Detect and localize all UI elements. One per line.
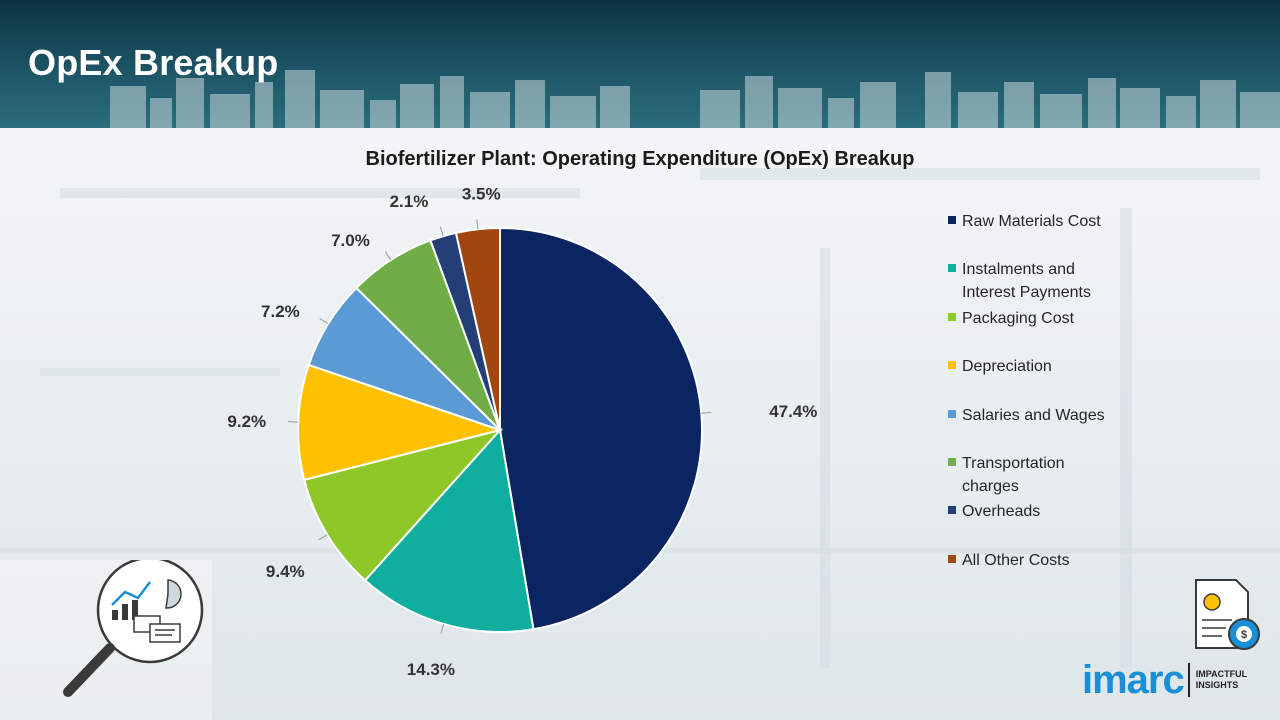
- data-label: 47.4%: [769, 402, 817, 421]
- leader-line: [701, 411, 712, 414]
- legend-swatch: [948, 264, 956, 272]
- legend-item-raw-materials: Raw Materials Cost: [948, 210, 1142, 233]
- pie-slice-depreciation: [297, 363, 504, 482]
- legend-swatch: [948, 458, 956, 466]
- legend-swatch: [948, 216, 956, 224]
- data-label: 9.2%: [227, 412, 266, 431]
- legend-swatch: [948, 410, 956, 418]
- leader-line: [439, 226, 444, 237]
- legend-item-salaries: Salaries and Wages: [948, 404, 1142, 427]
- data-label: 3.5%: [462, 184, 501, 203]
- legend-item-other-costs: All Other Costs: [948, 549, 1142, 572]
- leader-line: [319, 318, 329, 325]
- logo-divider: [1187, 663, 1190, 697]
- logo-wordmark: imarc: [1082, 658, 1185, 702]
- legend-label: Packaging Cost: [962, 310, 1075, 327]
- legend-item-instalments: Instalments and Interest Payments: [948, 258, 1142, 304]
- legend-label: Instalments and Interest Payments: [962, 261, 1091, 301]
- leader-line: [318, 534, 328, 541]
- pie-slice-instalments-and-interest-payments: [363, 427, 535, 633]
- invoice-coin-icon: $: [1195, 579, 1260, 650]
- legend-label: Raw Materials Cost: [962, 213, 1101, 230]
- pie-slice-raw-materials-cost: [499, 226, 703, 631]
- legend-item-overheads: Overheads: [948, 500, 1142, 523]
- legend-item-transportation: Transportation charges: [948, 452, 1142, 498]
- legend-label: Transportation charges: [962, 455, 1065, 495]
- page-title: OpEx Breakup: [28, 42, 279, 83]
- header-banner: OpEx Breakup: [0, 0, 1280, 128]
- legend-label: Overheads: [962, 503, 1041, 520]
- analytics-magnifier-icon: [0, 560, 212, 720]
- leader-line: [440, 623, 445, 634]
- legend-label: All Other Costs: [962, 552, 1070, 569]
- leader-line: [384, 251, 392, 261]
- logo-tagline: IMPACTFUL INSIGHTS: [1195, 669, 1248, 690]
- chart-title: Biofertilizer Plant: Operating Expenditu…: [365, 148, 915, 170]
- legend-swatch: [948, 506, 956, 514]
- city-skyline-decoration: [110, 70, 1280, 128]
- legend-label: Depreciation: [962, 358, 1052, 375]
- legend-swatch: [948, 313, 956, 321]
- legend-item-packaging: Packaging Cost: [948, 307, 1142, 330]
- data-label: 14.3%: [407, 660, 455, 679]
- leader-line: [476, 219, 479, 230]
- legend-label: Salaries and Wages: [962, 407, 1105, 424]
- legend-item-depreciation: Depreciation: [948, 355, 1142, 378]
- data-label: 9.4%: [266, 562, 305, 581]
- legend-swatch: [948, 555, 956, 563]
- data-label: 7.0%: [331, 231, 370, 250]
- imarc-logo: imarc IMPACTFUL INSIGHTS: [1082, 660, 1247, 700]
- svg-text:$: $: [1241, 629, 1247, 641]
- data-label: 7.2%: [261, 302, 300, 321]
- legend-swatch: [948, 361, 956, 369]
- data-label: 2.1%: [390, 192, 429, 211]
